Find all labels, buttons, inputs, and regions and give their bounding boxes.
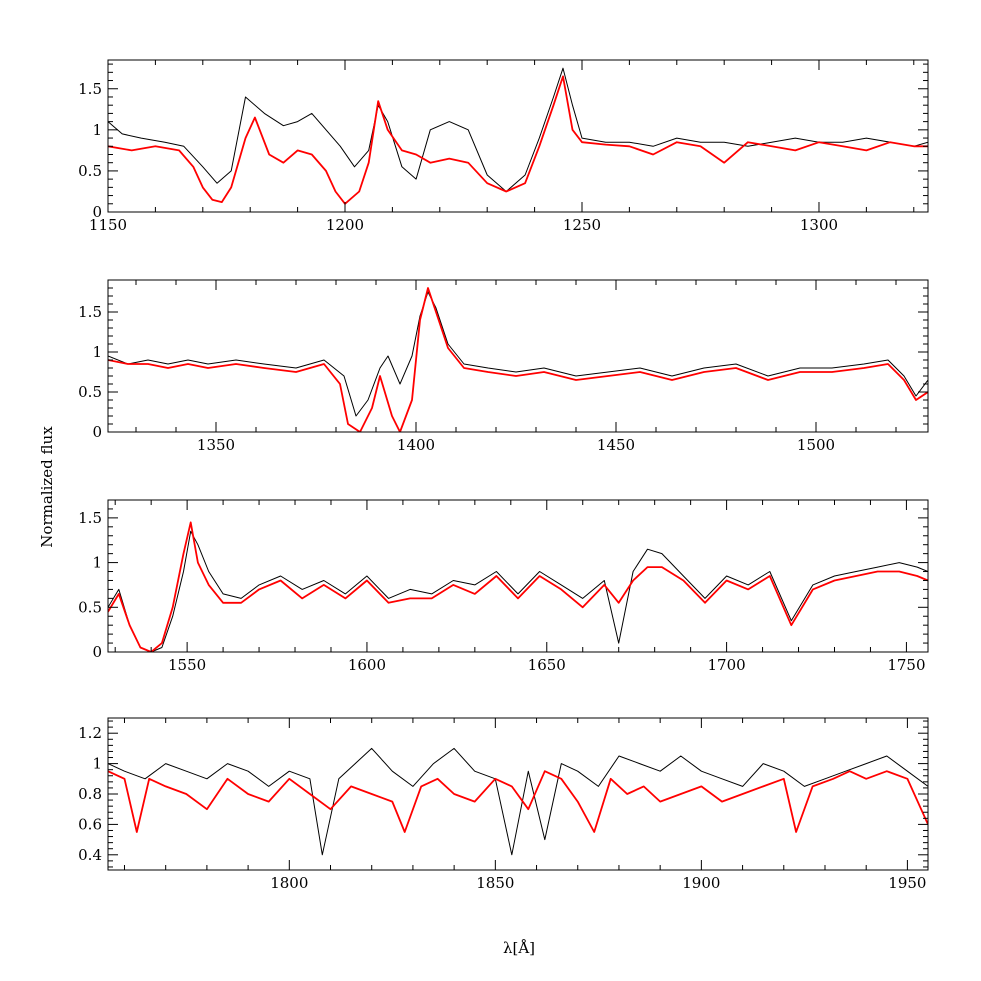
y-tick-label: 0.5	[78, 162, 102, 180]
y-tick-label: 1	[92, 121, 102, 139]
observed-spectrum-line-2	[108, 291, 928, 417]
model-spectrum-line-2	[108, 287, 928, 432]
x-tick-label: 1900	[682, 874, 720, 892]
observed-spectrum-line-3	[108, 530, 928, 652]
panel-2: 1350 1400 1450 1500 0 0.5 1 1.5	[78, 279, 929, 454]
x-tick-label: 1600	[348, 656, 386, 674]
x-tick-label: 1850	[476, 874, 514, 892]
panel-1: 1150 1200 1250 1300 0 0.5 1 1.5	[78, 59, 929, 234]
observed-spectrum-line-1	[108, 67, 928, 192]
x-tick-label: 1950	[888, 874, 926, 892]
x-tick-label: 1300	[800, 216, 838, 234]
x-tick-label: 1400	[397, 436, 435, 454]
plot-frame-1	[107, 59, 929, 213]
y-tick-label: 0.4	[78, 846, 102, 864]
panel-4: 1800 1850 1900 1950 0.4 0.6 0.8 1 1.2	[78, 717, 929, 892]
y-tick-label: 0.8	[78, 785, 102, 803]
y-tick-label: 0.5	[78, 598, 102, 616]
y-tick-label: 1.2	[78, 724, 102, 742]
panel-3: 1550 1600 1650 1700 1750 0 0.5 1 1.5	[78, 499, 929, 674]
y-tick-label: 0.6	[78, 815, 102, 833]
y-tick-label: 1.5	[78, 80, 102, 98]
x-tick-label: 1650	[528, 656, 566, 674]
x-tick-label: 1200	[326, 216, 364, 234]
plot-frame-2	[107, 279, 929, 433]
y-axis-title: Normalized flux	[38, 426, 56, 548]
model-spectrum-line-3	[108, 521, 928, 652]
x-tick-label: 1700	[708, 656, 746, 674]
y-tick-label: 0	[92, 423, 102, 441]
x-tick-label: 1250	[563, 216, 601, 234]
x-tick-label: 1350	[197, 436, 235, 454]
y-tick-label: 0	[92, 643, 102, 661]
y-tick-label: 1	[92, 554, 102, 572]
observed-spectrum-line-4	[108, 747, 928, 856]
plot-frame-3	[107, 499, 929, 653]
x-tick-label: 1800	[270, 874, 308, 892]
y-tick-label: 1.5	[78, 509, 102, 527]
y-tick-label: 0.5	[78, 383, 102, 401]
x-tick-label: 1500	[797, 436, 835, 454]
y-tick-label: 1.5	[78, 303, 102, 321]
x-axis-title: λ[Å]	[503, 939, 535, 957]
y-tick-label: 0	[92, 203, 102, 221]
x-tick-label: 1550	[168, 656, 206, 674]
x-tick-label: 1750	[887, 656, 925, 674]
model-spectrum-line-4	[108, 770, 928, 833]
x-tick-label: 1450	[597, 436, 635, 454]
y-tick-label: 1	[92, 343, 102, 361]
y-tick-label: 1	[92, 755, 102, 773]
x-tick-label: 1150	[89, 216, 127, 234]
model-spectrum-line-1	[108, 75, 928, 205]
